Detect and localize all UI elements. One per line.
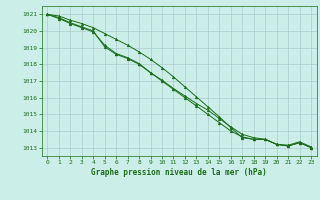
X-axis label: Graphe pression niveau de la mer (hPa): Graphe pression niveau de la mer (hPa) [91,168,267,177]
